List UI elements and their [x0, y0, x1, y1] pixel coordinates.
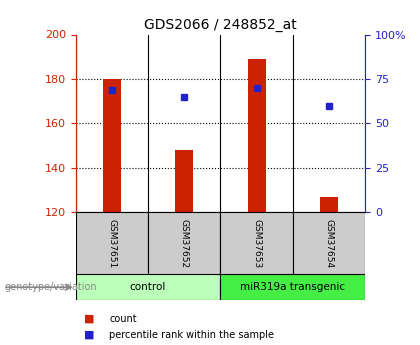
Text: ■: ■	[84, 330, 94, 339]
Bar	[320, 197, 338, 212]
Text: GSM37652: GSM37652	[180, 219, 189, 268]
Text: GSM37653: GSM37653	[252, 219, 261, 268]
Bar	[248, 59, 266, 212]
Bar	[220, 212, 293, 274]
Text: genotype/variation: genotype/variation	[4, 282, 97, 292]
Bar	[293, 212, 365, 274]
Text: percentile rank within the sample: percentile rank within the sample	[109, 330, 274, 339]
Bar	[76, 212, 148, 274]
Text: count: count	[109, 314, 137, 324]
Title: GDS2066 / 248852_at: GDS2066 / 248852_at	[144, 18, 297, 32]
Bar	[76, 274, 220, 300]
Text: control: control	[130, 282, 166, 292]
Text: GSM37654: GSM37654	[325, 219, 333, 268]
Text: GSM37651: GSM37651	[108, 219, 116, 268]
Bar	[220, 274, 365, 300]
Text: ■: ■	[84, 314, 94, 324]
Bar	[103, 79, 121, 212]
Bar	[148, 212, 221, 274]
Text: miR319a transgenic: miR319a transgenic	[240, 282, 346, 292]
Bar	[175, 150, 193, 212]
